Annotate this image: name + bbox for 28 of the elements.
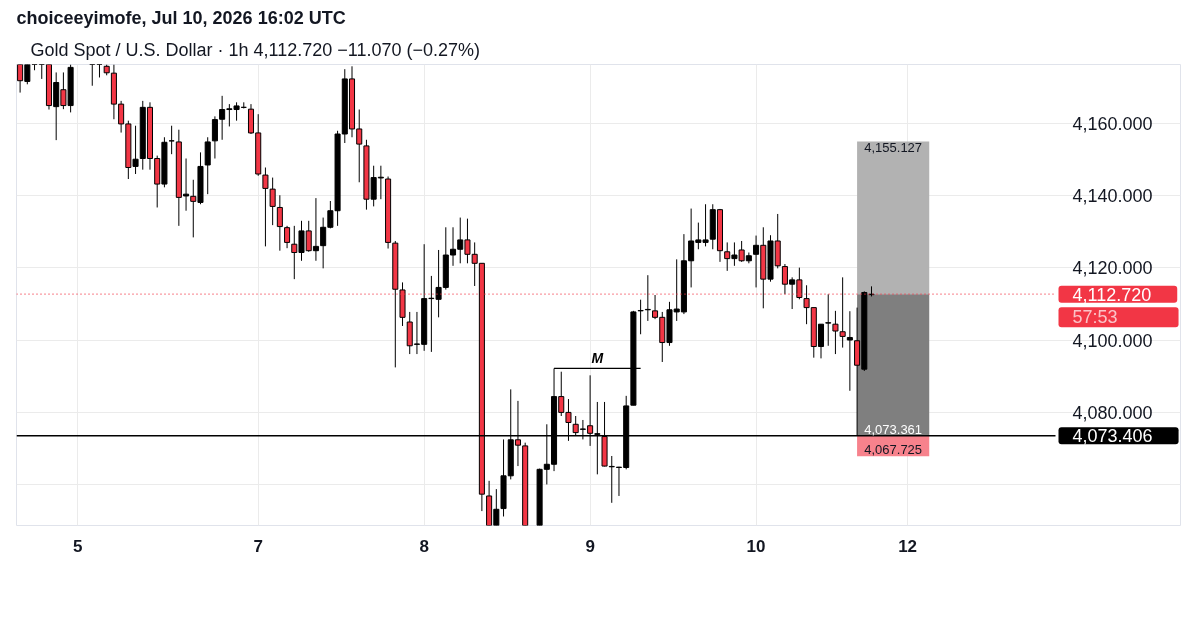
band-label: 4,073.361 [864,421,923,437]
candlestick [276,194,283,252]
x-tick-label: 7 [253,536,263,556]
candlestick [284,225,291,249]
ref-line-label: 4,112.720 57:53 [1072,284,1152,328]
series-label: M [591,350,604,367]
candlestick [637,299,644,335]
x-tick-label: 12 [898,536,918,556]
y-tick-label: 4,120.000 [1072,258,1153,279]
candlestick [168,125,175,155]
candlestick [825,293,832,347]
y-tick-label: 4,100.000 [1072,330,1153,351]
band-label: 4,067.725 [864,442,923,458]
candlestick [204,136,211,195]
y-tick-label: 4,140.000 [1072,186,1153,207]
x-tick-label: 5 [73,536,83,556]
y-tick-label: 4,080.000 [1072,402,1153,423]
band-label: 4,155.127 [864,140,923,156]
chart-title: Gold Spot / U.S. Dollar · 1h 4,112.720 −11.070 (−0.27%) [30,39,481,60]
y-tick-label: 4,160.000 [1072,114,1153,135]
x-tick-label: 9 [585,536,595,556]
ref-line-label: 4,073.406 [1072,426,1153,447]
x-tick-label: 10 [746,536,766,556]
x-tick-label: 8 [419,536,429,556]
candlestick [832,310,839,355]
candlestick [262,167,269,247]
candlestick [269,177,276,226]
text: choiceeyimofe, Jul 10, 2026 16:02 UTC [16,7,346,28]
